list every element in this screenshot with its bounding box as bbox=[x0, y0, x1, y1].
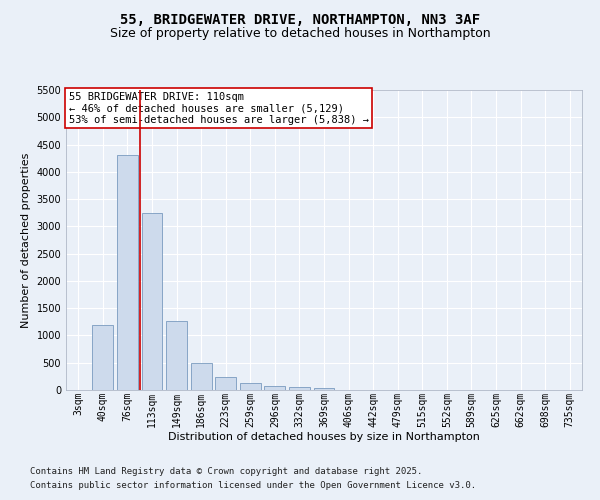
Text: Contains public sector information licensed under the Open Government Licence v3: Contains public sector information licen… bbox=[30, 481, 476, 490]
Bar bbox=[142, 212, 163, 390]
Bar bbox=[215, 378, 236, 390]
X-axis label: Distribution of detached houses by size in Northampton: Distribution of detached houses by size … bbox=[168, 432, 480, 442]
Text: Contains HM Land Registry data © Crown copyright and database right 2025.: Contains HM Land Registry data © Crown c… bbox=[30, 468, 422, 476]
Bar bbox=[240, 384, 261, 390]
Y-axis label: Number of detached properties: Number of detached properties bbox=[21, 152, 31, 328]
Bar bbox=[166, 320, 187, 390]
Bar bbox=[265, 386, 286, 390]
Bar bbox=[191, 362, 212, 390]
Bar bbox=[92, 324, 113, 390]
Text: Size of property relative to detached houses in Northampton: Size of property relative to detached ho… bbox=[110, 26, 490, 40]
Text: 55 BRIDGEWATER DRIVE: 110sqm
← 46% of detached houses are smaller (5,129)
53% of: 55 BRIDGEWATER DRIVE: 110sqm ← 46% of de… bbox=[68, 92, 368, 124]
Text: 55, BRIDGEWATER DRIVE, NORTHAMPTON, NN3 3AF: 55, BRIDGEWATER DRIVE, NORTHAMPTON, NN3 … bbox=[120, 12, 480, 26]
Bar bbox=[314, 388, 334, 390]
Bar bbox=[117, 156, 138, 390]
Bar bbox=[289, 388, 310, 390]
